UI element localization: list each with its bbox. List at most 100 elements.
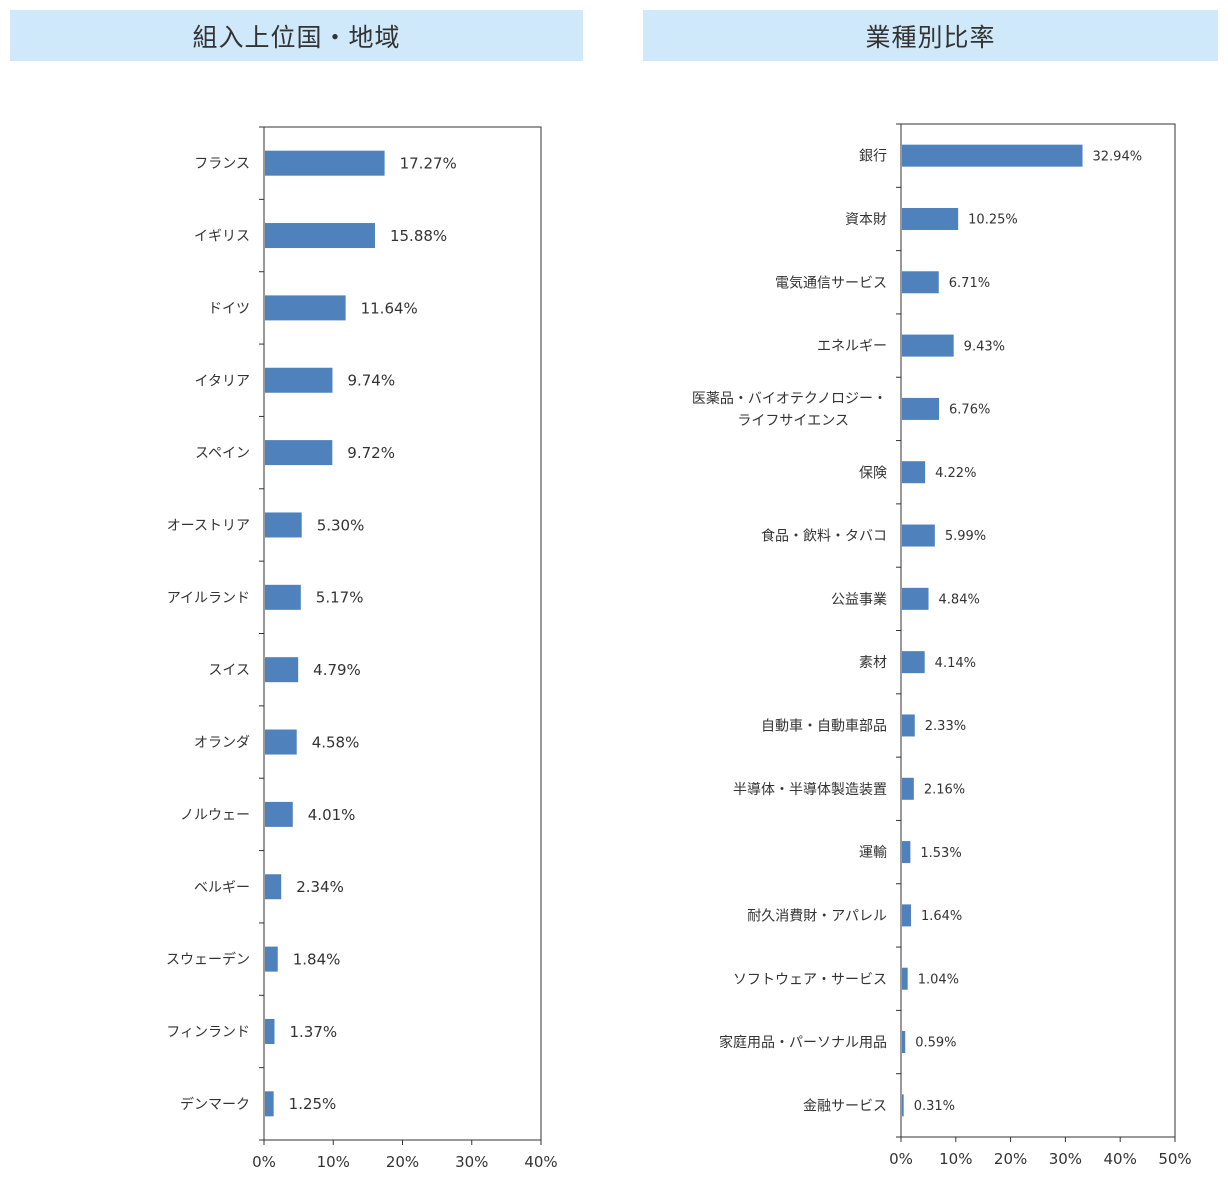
category-label: デンマーク xyxy=(180,1096,250,1113)
bar xyxy=(265,512,302,538)
category-label: 半導体・半導体製造装置 xyxy=(733,782,887,798)
category-label: アイルランド xyxy=(167,590,250,606)
bar xyxy=(902,967,908,990)
category-label: イギリス xyxy=(194,229,250,245)
data-label: 9.72% xyxy=(347,444,395,462)
data-label: 17.27% xyxy=(400,155,457,173)
bar xyxy=(902,207,959,230)
data-label: 4.84% xyxy=(939,593,980,608)
bar xyxy=(902,1094,904,1117)
bar xyxy=(265,584,301,610)
data-label: 5.17% xyxy=(316,589,364,607)
bar xyxy=(902,714,915,737)
category-label: 電気通信サービス xyxy=(775,275,887,291)
bar xyxy=(902,651,925,674)
bar xyxy=(902,777,914,800)
bar xyxy=(265,801,293,827)
category-label: 保険 xyxy=(859,465,887,481)
bar xyxy=(265,223,375,249)
bar xyxy=(265,874,282,900)
category-label: スウェーデン xyxy=(166,951,250,968)
data-label: 2.34% xyxy=(296,878,344,896)
x-tick-label: 40% xyxy=(1104,1150,1137,1168)
category-label: エネルギー xyxy=(817,339,887,355)
country-chart-header: 組入上位国・地域 xyxy=(10,10,583,61)
category-label: 公益事業 xyxy=(831,592,887,608)
bar xyxy=(265,946,278,972)
bar xyxy=(902,334,954,357)
x-tick-label: 0% xyxy=(889,1150,913,1168)
data-label: 11.64% xyxy=(361,299,418,317)
category-label: 医薬品・バイオテクノロジー・ xyxy=(692,391,887,407)
bar xyxy=(902,841,911,864)
category-label: スペイン xyxy=(195,446,250,462)
data-label: 0.31% xyxy=(914,1099,955,1114)
x-tick-label: 40% xyxy=(524,1153,557,1171)
data-label: 9.74% xyxy=(347,372,395,390)
data-label: 5.30% xyxy=(317,516,365,534)
data-label: 10.25% xyxy=(968,213,1018,228)
sector-chart-header: 業種別比率 xyxy=(643,10,1218,61)
data-label: 4.01% xyxy=(308,806,356,824)
category-label: 運輸 xyxy=(859,845,887,861)
bar xyxy=(902,461,926,484)
bar xyxy=(265,150,385,176)
category-label: ソフトウェア・サービス xyxy=(733,972,887,988)
category-label: オーストリア xyxy=(167,518,250,534)
category-label: 金融サービス xyxy=(803,1098,887,1114)
x-tick-label: 0% xyxy=(252,1153,276,1171)
category-label: ライフサイエンス xyxy=(737,413,849,429)
bar xyxy=(902,1031,906,1054)
data-label: 6.76% xyxy=(949,403,990,418)
x-tick-label: 10% xyxy=(939,1150,972,1168)
category-label: ベルギー xyxy=(194,880,250,896)
data-label: 1.64% xyxy=(921,909,962,924)
category-label: フランス xyxy=(194,156,250,172)
category-label: スイス xyxy=(208,663,250,679)
x-tick-label: 20% xyxy=(994,1150,1027,1168)
data-label: 2.33% xyxy=(925,719,966,734)
category-label: 食品・飲料・タバコ xyxy=(761,528,887,545)
x-tick-label: 10% xyxy=(317,1153,350,1171)
category-label: 家庭用品・パーソナル用品 xyxy=(719,1034,887,1051)
bar xyxy=(902,271,939,294)
data-label: 4.79% xyxy=(313,661,361,679)
category-label: ノルウェー xyxy=(180,807,250,823)
x-tick-label: 50% xyxy=(1158,1150,1191,1168)
data-label: 2.16% xyxy=(924,782,965,797)
data-label: 1.53% xyxy=(920,846,961,861)
bar xyxy=(265,1018,275,1044)
bar xyxy=(265,729,297,755)
x-tick-label: 20% xyxy=(386,1153,419,1171)
category-label: 資本財 xyxy=(845,212,887,228)
x-tick-label: 30% xyxy=(455,1153,488,1171)
data-label: 15.88% xyxy=(390,227,447,245)
data-label: 6.71% xyxy=(949,276,990,291)
bar xyxy=(265,1091,274,1117)
data-label: 1.84% xyxy=(293,951,341,969)
category-label: 銀行 xyxy=(859,149,887,165)
bar xyxy=(265,295,346,321)
data-label: 4.22% xyxy=(935,466,976,481)
data-label: 1.37% xyxy=(289,1023,337,1041)
data-label: 4.14% xyxy=(935,656,976,671)
bar xyxy=(902,904,911,927)
data-label: 4.58% xyxy=(312,733,360,751)
bar xyxy=(902,587,929,610)
country-chart-title: 組入上位国・地域 xyxy=(192,22,401,52)
data-label: 5.99% xyxy=(945,529,986,544)
bar xyxy=(265,440,333,466)
bar xyxy=(265,367,333,393)
data-label: 32.94% xyxy=(1093,149,1143,164)
bar xyxy=(265,657,299,683)
category-label: 素材 xyxy=(859,655,887,671)
bar xyxy=(902,397,940,420)
sector-chart-title: 業種別比率 xyxy=(865,22,996,52)
bar xyxy=(902,524,935,547)
category-label: フィンランド xyxy=(166,1025,250,1041)
category-label: ドイツ xyxy=(208,301,250,317)
bar xyxy=(902,144,1083,167)
category-label: イタリア xyxy=(195,373,250,389)
